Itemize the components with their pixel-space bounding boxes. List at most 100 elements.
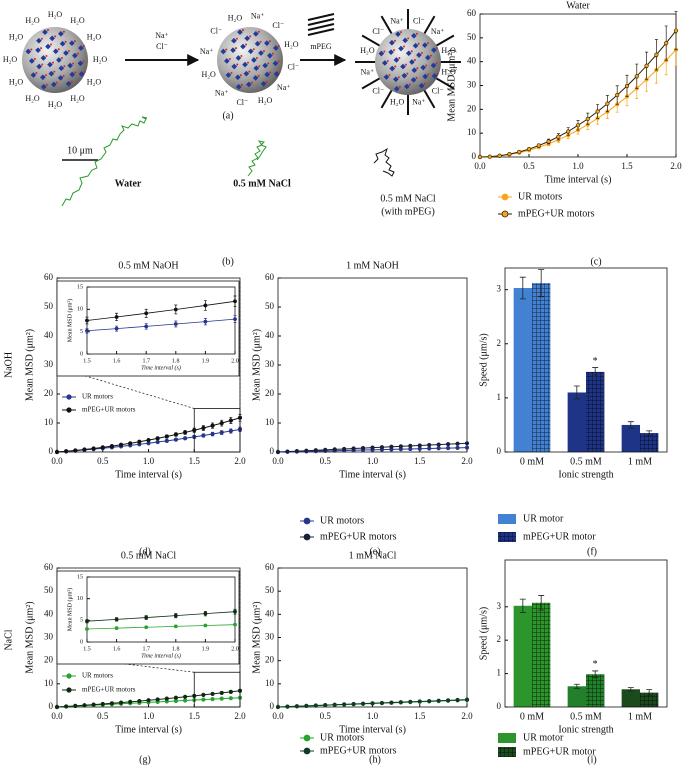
molecule-label: H₂O [9,32,24,41]
marker [294,704,300,709]
marker [118,442,124,447]
bar [586,674,605,707]
particle [70,80,73,83]
legend-label: UR motors [320,515,364,526]
particle [225,48,228,51]
particle [53,70,56,73]
marker [203,303,208,308]
marker [351,701,356,707]
x-tick-label: 2.0 [670,161,682,171]
marker [173,613,178,618]
y-tick-label: 50 [265,585,275,595]
marker [379,445,385,450]
x-tick-label: 1.6 [113,358,121,364]
x-tick-label: 2.0 [231,358,239,364]
marker [100,445,105,450]
enzyme [393,76,399,83]
y-tick-label: 5 [80,329,83,335]
marker [417,699,422,704]
particle [240,54,243,57]
y-tick-label: 20 [265,388,275,398]
marker [109,701,114,706]
y-tick-label: 40 [44,608,54,618]
legend-marker [303,517,311,525]
particle [406,72,409,75]
marker [517,149,522,155]
molecule-label: Na⁺ [390,16,404,25]
particle [257,30,260,33]
y-tick-label: 40 [467,56,477,66]
y-axis-label: NaCl [3,629,14,650]
y-tick-label: 40 [44,330,54,340]
panel-label: (b) [222,256,234,267]
enzyme [225,72,232,78]
particle [82,45,85,48]
x-axis-label: Ionic strength [558,724,613,735]
marker [313,448,318,453]
marker [144,625,149,630]
panel-label: (i) [587,754,596,765]
y-tick-label: 1 [497,392,502,402]
molecule-label: H₂O [9,77,24,86]
y-tick-label: 2 [497,338,502,348]
molecule-label: Cl⁻ [236,98,248,107]
y-axis-label: Mean MSD (μm²) [24,329,35,401]
marker [203,319,208,324]
marker [210,691,215,697]
x-tick-label: 1.8 [172,646,180,652]
marker [73,448,78,453]
y-tick-label: 50 [265,301,275,311]
x-tick-label: 1.7 [142,358,150,364]
bar [640,692,659,707]
series-line [86,611,236,622]
particle [257,74,260,77]
y-axis-label: Mean MSD (μm²) [66,299,73,342]
y-tick-label: 60 [44,272,54,282]
marker [605,101,610,106]
molecule-label: Cl⁻ [413,16,425,25]
marker [323,703,328,708]
x-tick-label: 1.5 [83,358,91,364]
enzyme [246,81,252,88]
particle [248,70,251,73]
plot-frame [277,567,468,708]
mpeg-chain [380,86,395,109]
marker [173,437,179,442]
molecule-label: Cl⁻ [210,27,222,36]
particle [383,50,386,53]
molecule-label: Na⁺ [251,11,265,20]
particle [240,83,243,86]
marker [228,689,233,694]
marker [398,700,403,705]
particle [394,65,397,68]
enzyme [420,64,427,71]
marker [82,447,87,452]
panel-label: (a) [222,110,233,121]
y-tick-label: 0 [80,639,83,645]
molecule-label: Na⁺ [361,68,375,77]
trajectory-label: 0.5 mM NaCl [380,193,436,204]
y-tick-label: 30 [265,359,275,369]
legend-label: UR motor [523,732,564,743]
enzyme [47,61,53,68]
marker [173,695,179,700]
marker [54,704,60,710]
marker [455,697,460,703]
particle [435,47,438,50]
error-bar [573,683,580,689]
panel-label: (c) [590,256,601,267]
marker [54,449,60,455]
marker [536,143,541,148]
error-bar [519,598,526,613]
marker [323,447,328,452]
marker [408,443,413,449]
marker [436,446,441,451]
legend-swatch [498,514,516,524]
particle [235,47,238,50]
legend-marker [501,193,509,201]
marker [173,322,178,326]
marker [100,701,105,707]
enzyme [422,73,429,80]
marker [575,123,581,128]
x-tick-label: 0.0 [51,456,63,466]
